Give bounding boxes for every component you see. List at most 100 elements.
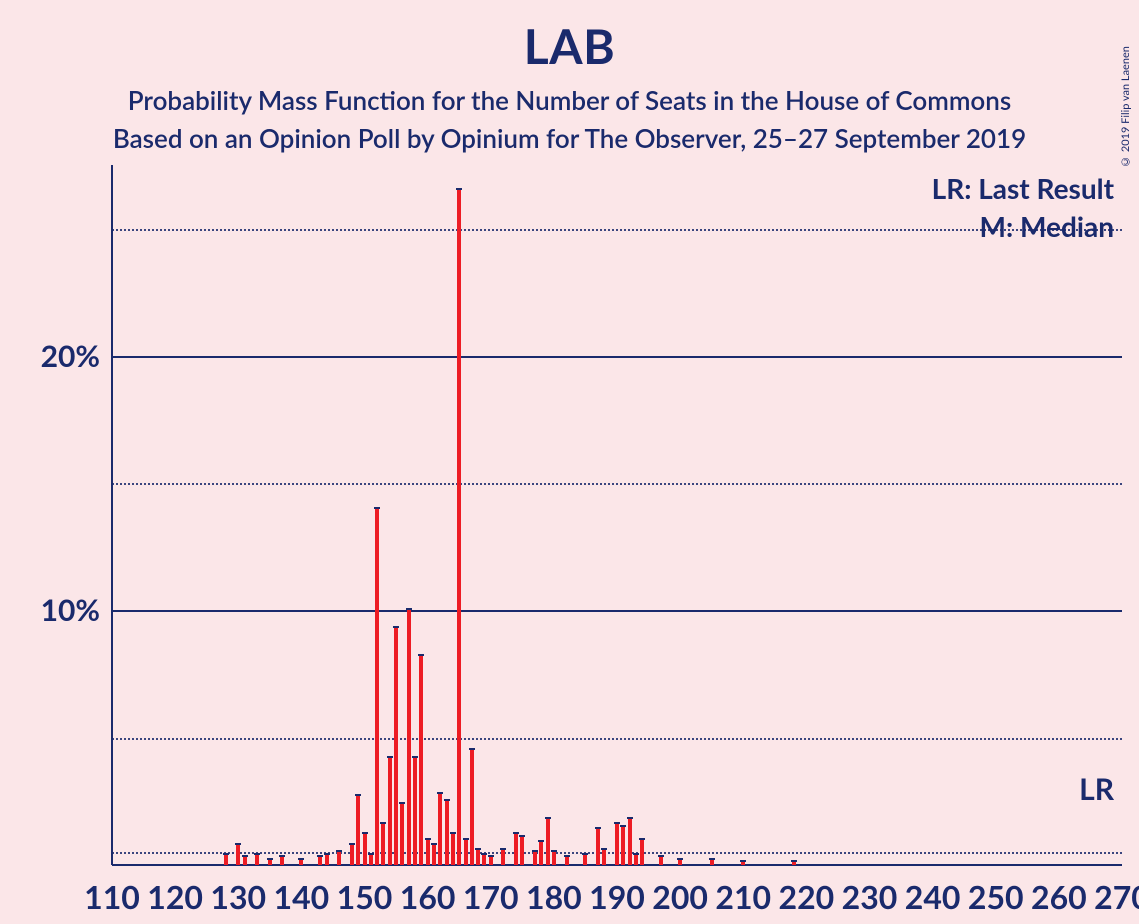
bar-cap [223,853,229,855]
bar [678,860,682,865]
bar [369,855,373,865]
bar [375,509,379,865]
bar [224,855,228,865]
bar-cap [620,825,626,827]
x-tick-label: 140 [274,877,330,916]
x-tick-label: 190 [589,877,645,916]
bar-cap [368,853,374,855]
bar-cap [456,188,462,190]
chart-title: LAB [0,18,1139,75]
bar [583,855,587,865]
bar-cap [740,860,746,862]
bar-cap [601,848,607,850]
bar [596,829,600,865]
bar [438,794,442,865]
chart-subtitle-1: Probability Mass Function for the Number… [0,84,1139,116]
bar [501,850,505,865]
bar [476,850,480,865]
x-tick-label: 170 [463,877,519,916]
x-tick-label: 230 [842,877,898,916]
bar-cap [475,848,481,850]
x-tick-label: 160 [400,877,456,916]
bar [489,857,493,865]
bar-cap [639,838,645,840]
x-tick-label: 110 [84,877,140,916]
bar [318,857,322,865]
bar [356,796,360,865]
bar [350,845,354,865]
bar-cap [324,853,330,855]
bar [243,857,247,865]
bar [464,840,468,865]
bar-cap [418,654,424,656]
x-tick-label: 220 [779,877,835,916]
bar [741,862,745,865]
bar-cap [254,853,260,855]
bar-cap [298,858,304,860]
bar [710,860,714,865]
bar [602,850,606,865]
x-tick-label: 180 [526,877,582,916]
bar [419,656,423,865]
x-tick-label: 150 [337,877,393,916]
x-tick-label: 260 [1031,877,1087,916]
bar-cap [349,843,355,845]
bar [426,840,430,865]
bar-cap [425,838,431,840]
bar-cap [658,855,664,857]
bar-cap [481,853,487,855]
bar-cap [532,850,538,852]
bar [615,824,619,865]
bar-cap [595,827,601,829]
bar [520,837,524,865]
bar-cap [564,855,570,857]
bar-cap [387,756,393,758]
bars-container [112,165,1122,865]
x-tick-label: 200 [652,877,708,916]
bar-cap [362,832,368,834]
bar-cap [551,850,557,852]
bar [552,852,556,865]
bar [381,824,385,865]
bar-cap [374,507,380,509]
bar-cap [614,822,620,824]
bar [640,840,644,865]
bar-cap [355,794,361,796]
bar [325,855,329,865]
x-tick-label: 120 [147,877,203,916]
bar-cap [380,822,386,824]
bar [457,190,461,865]
bar [299,860,303,865]
bar [514,834,518,865]
bar [482,855,486,865]
bar [659,857,663,865]
bar [539,842,543,865]
bar-cap [488,855,494,857]
bar-cap [582,853,588,855]
bar-cap [412,756,418,758]
bar [337,852,341,865]
x-tick-label: 270 [1094,877,1139,916]
x-tick-label: 250 [968,877,1024,916]
chart-subtitle-2: Based on an Opinion Poll by Opinium for … [0,122,1139,154]
bar-cap [267,858,273,860]
bar-cap [317,855,323,857]
bar-cap [242,855,248,857]
bar [280,857,284,865]
bar [407,610,411,865]
bar [255,855,259,865]
bar [621,827,625,865]
bar-cap [500,848,506,850]
bar-cap [279,855,285,857]
bar-cap [393,626,399,628]
bar [634,855,638,865]
bar-cap [399,802,405,804]
bar [400,804,404,865]
bar [268,860,272,865]
bar-cap [538,840,544,842]
bar-cap [519,835,525,837]
bar-cap [513,832,519,834]
bar [413,758,417,865]
y-tick-label: 20% [41,338,100,374]
bar [236,845,240,865]
